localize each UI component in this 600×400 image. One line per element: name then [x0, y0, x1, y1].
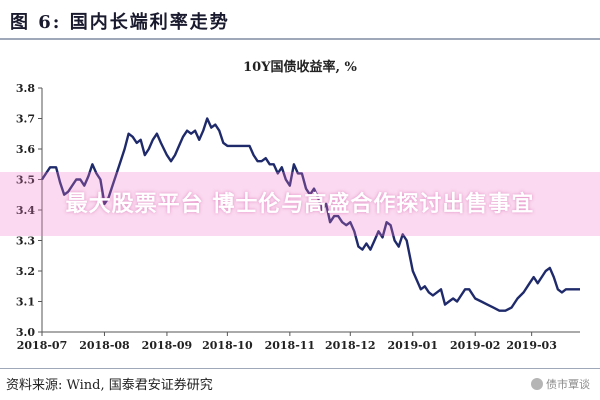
y-tick-label: 3.7 [16, 113, 35, 126]
x-tick-label: 2019-03 [506, 339, 557, 352]
chart-series [40, 117, 580, 312]
chart-tick-labels: 3.0 3.1 3.2 3.3 3.4 3.5 3.6 3.7 3.8 2018-07 2018-0… [16, 82, 557, 352]
x-tick-label: 2018-08 [79, 339, 130, 352]
x-tick-label: 2018-09 [142, 339, 193, 352]
y-tick-label: 3.1 [16, 296, 35, 309]
watermark: 债市覃谈 [531, 376, 590, 392]
series-line-10y-yield [40, 117, 580, 312]
y-tick-label: 3.3 [16, 235, 35, 248]
x-tick-label: 2018-10 [202, 339, 253, 352]
y-tick-label: 3.6 [16, 143, 35, 156]
source-note: 资料来源: Wind, 国泰君安证券研究 [6, 378, 213, 393]
y-tick-label: 3.0 [16, 326, 35, 339]
y-tick-label: 3.4 [16, 204, 35, 217]
y-tick-label: 3.8 [16, 82, 35, 95]
watermark-text: 债市覃谈 [546, 378, 590, 391]
overlay-banner [0, 172, 600, 236]
footer-divider [0, 368, 600, 369]
y-tick-label: 3.2 [16, 265, 35, 278]
wechat-icon [531, 378, 543, 390]
x-tick-label: 2019-01 [388, 339, 439, 352]
y-tick-label: 3.5 [16, 174, 35, 187]
header-divider [0, 38, 600, 40]
x-tick-label: 2019-02 [450, 339, 501, 352]
x-tick-label: 2018-12 [325, 339, 376, 352]
x-tick-label: 2018-07 [17, 339, 68, 352]
overlay-banner-text: 最大股票平台 博士伦与高盛合作探讨出售事宜 [65, 192, 535, 217]
figure-title: 图 6: 国内长端利率走势 [10, 12, 230, 33]
chart-title: 10Y国债收益率, % [243, 60, 357, 75]
figure-header: 图 6: 国内长端利率走势 [0, 0, 600, 40]
x-tick-label: 2018-11 [265, 339, 316, 352]
